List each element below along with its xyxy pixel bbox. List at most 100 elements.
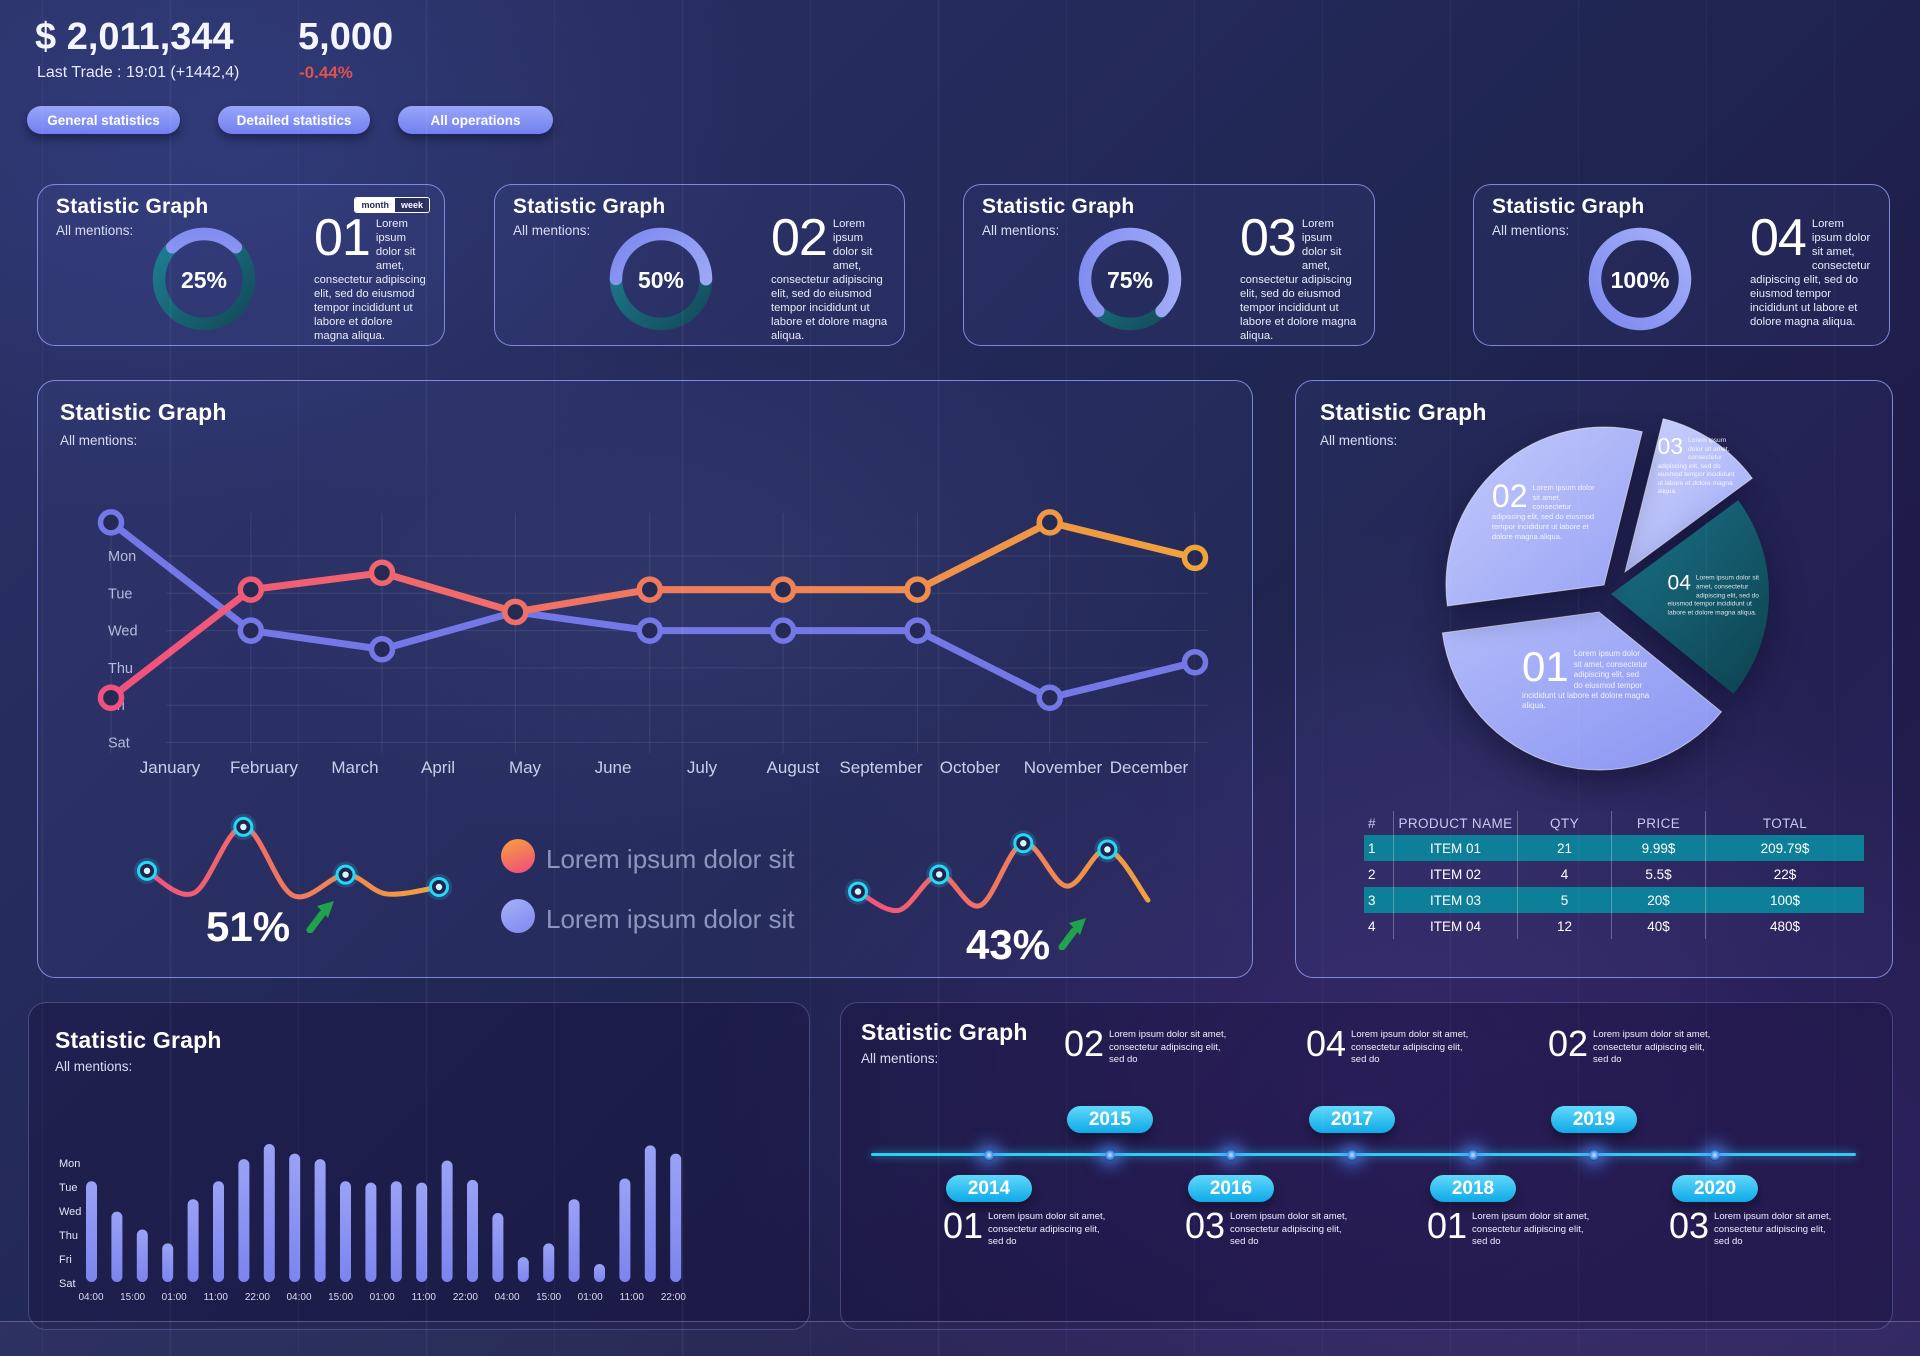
general-statistics-button[interactable]: General statistics [27,106,180,134]
table-cell: 2 [1364,861,1394,887]
bar [644,1145,656,1282]
timeline-node-glow [1709,1149,1721,1161]
year-pill[interactable]: 2018 [1430,1175,1516,1202]
svg-text:November: November [1024,758,1103,777]
table-cell: 21 [1518,835,1612,861]
gauge-description: 04 Lorem ipsum dolor sit amet, consectetu… [1750,209,1871,328]
year-pill[interactable]: 2015 [1067,1106,1153,1133]
svg-text:July: July [687,758,718,777]
table-cell: 5.5$ [1612,861,1706,887]
donut-gauge [1588,227,1692,331]
table-cell: 209.79$ [1760,840,1810,856]
pie-slice-label: 04 Lorem ipsum dolor sit amet, consectetu… [1667,571,1759,617]
table-cell: 100$ [1769,892,1801,908]
timeline-node-glow [1104,1149,1116,1161]
legend-label: Lorem ipsum dolor sit [546,904,795,934]
last-trade-label: Last Trade : 19:01 (+1442,4) [37,64,240,81]
svg-text:11:00: 11:00 [204,1292,229,1303]
svg-text:04:00: 04:00 [78,1292,103,1303]
trend-up-icon [1058,916,1088,951]
timeline-node-glow [983,1149,995,1161]
svg-text:May: May [509,758,542,777]
table-cell: 3 [1364,887,1394,913]
legend-dot-pink [501,839,535,873]
pie-labels: 03 Lorem ipsum dolor sit amet, consectetu… [1351,411,1871,811]
gauge-number: 04 [1750,209,1807,267]
table-cell: ITEM 01 [1394,835,1518,861]
timeline-node-glow [1225,1149,1237,1161]
card-subtitle: All mentions: [513,223,591,238]
bar [390,1181,402,1282]
bar [238,1159,250,1282]
toggle-month[interactable]: month [355,198,395,212]
timeline-line [871,1153,1856,1156]
svg-text:Thu: Thu [59,1230,78,1242]
bar [416,1182,428,1282]
card-title: Statistic Graph [513,195,666,218]
card-title: Statistic Graph [60,399,227,425]
timeline-entry-number: 02 [1064,1023,1105,1064]
svg-text:22:00: 22:00 [453,1292,478,1303]
table-cell: 20$ [1612,887,1706,913]
table-cell: ITEM 02 [1394,861,1518,887]
all-operations-button[interactable]: All operations [398,106,553,134]
trend-percent: 51% [206,903,291,950]
table-header-row: # PRODUCT NAME QTY PRICE TOTAL [1364,811,1864,835]
timeline-entry: 02 Lorem ipsum dolor sit amet, consectetu… [1064,1023,1227,1066]
bar [517,1257,529,1282]
pie-slice-number: 03 [1657,432,1684,459]
card-subtitle: All mentions: [60,433,138,448]
svg-text:October: October [940,758,1001,777]
table-row: 1 ITEM 01 21 9.99$ 209.79$ [1364,835,1864,861]
toggle-week[interactable]: week [394,198,429,212]
detailed-statistics-button[interactable]: Detailed statistics [218,106,370,134]
timeline-entry: 04 Lorem ipsum dolor sit amet, consectetu… [1306,1023,1469,1066]
timeline-card: Statistic Graph All mentions: 2014 01 Lore… [840,1002,1893,1330]
bar [111,1211,123,1282]
svg-text:Mon: Mon [59,1158,80,1170]
year-pill[interactable]: 2020 [1672,1175,1758,1202]
card-title: Statistic Graph [861,1019,1028,1045]
card-title: Statistic Graph [1492,195,1645,218]
table-cell: 22$ [1773,866,1797,882]
legend-dot-purple [501,899,535,933]
table-header-cell: TOTAL [1762,815,1808,831]
card-subtitle: All mentions: [1320,433,1398,448]
bar [136,1229,148,1282]
card-title: Statistic Graph [1320,399,1487,425]
donut-gauge [1078,227,1182,331]
card-subtitle: All mentions: [982,223,1060,238]
timeline-entry-number: 01 [943,1205,984,1246]
pie-slice-label: 01 Lorem ipsum dolor sit amet, consectetu… [1522,643,1650,711]
svg-text:Tue: Tue [108,586,132,602]
svg-text:01:00: 01:00 [162,1292,187,1303]
svg-text:11:00: 11:00 [412,1292,437,1303]
pie-slice-label: 02 Lorem ipsum dolor sit amet, consectetu… [1491,477,1595,541]
card-title: Statistic Graph [56,195,209,218]
year-pill[interactable]: 2016 [1188,1175,1274,1202]
svg-text:March: March [331,758,378,777]
quote-value: 5,000 [298,16,394,58]
table-cell: 5 [1518,887,1612,913]
svg-text:01:00: 01:00 [370,1292,395,1303]
card-subtitle: All mentions: [1492,223,1570,238]
pie-slice-02 [1445,426,1643,607]
bar [594,1264,605,1282]
donut-gauge [609,227,713,331]
bar [213,1181,224,1282]
legend-label: Lorem ipsum dolor sit [546,844,795,874]
year-pill[interactable]: 2014 [946,1175,1032,1202]
gauge-number: 03 [1240,209,1297,267]
timeline-entry-number: 02 [1548,1023,1589,1064]
svg-text:December: December [1110,758,1189,777]
svg-text:Wed: Wed [59,1206,81,1218]
timeline-node-glow [1346,1149,1358,1161]
bottom-band [0,1321,1920,1356]
year-pill[interactable]: 2019 [1551,1106,1637,1133]
timeline-entry: 01 Lorem ipsum dolor sit amet, consectetu… [943,1205,1106,1248]
pie-slice-number: 02 [1491,477,1528,514]
year-pill[interactable]: 2017 [1309,1106,1395,1133]
bar [187,1199,199,1282]
bar [86,1181,97,1282]
